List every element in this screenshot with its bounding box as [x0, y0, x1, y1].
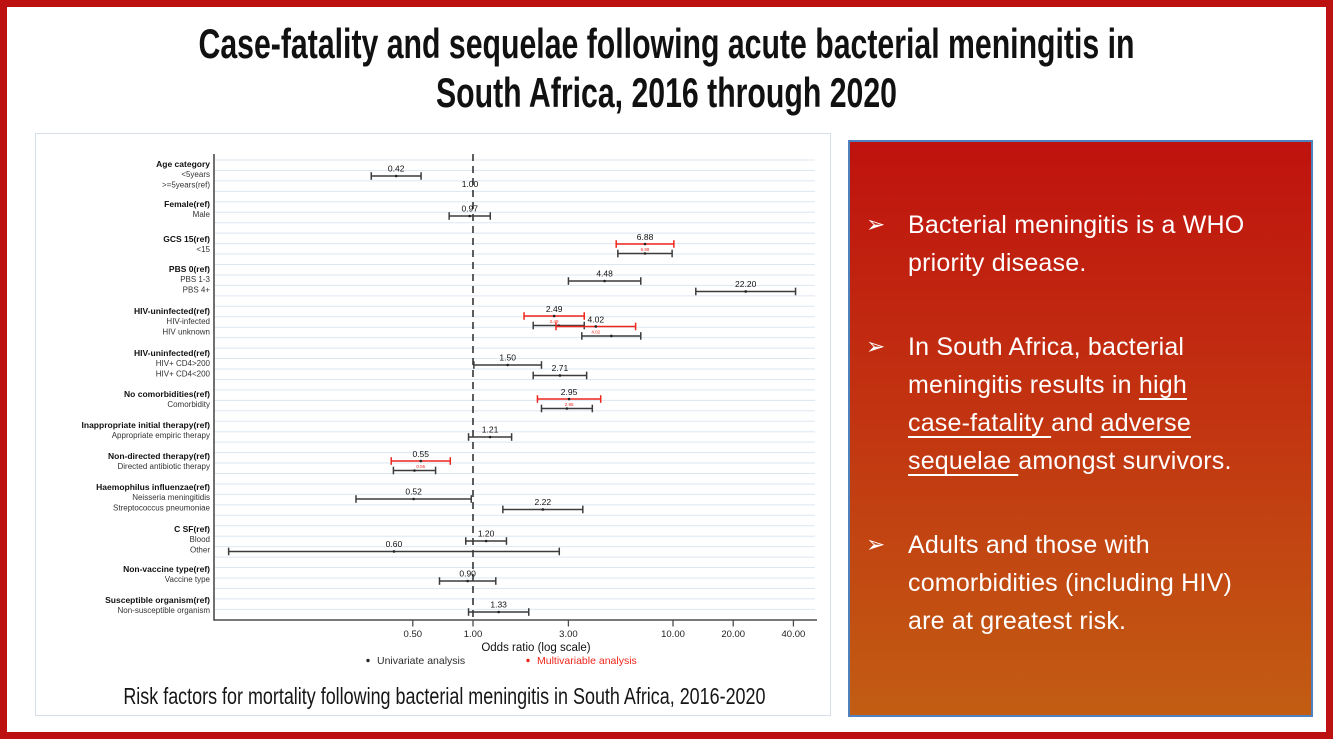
- svg-text:Female(ref): Female(ref): [164, 199, 210, 209]
- svg-text:0.42: 0.42: [388, 164, 405, 174]
- bullet-text: In South Africa, bacterial meningitis re…: [908, 333, 1232, 475]
- svg-text:Male: Male: [193, 210, 211, 219]
- svg-text:1.21: 1.21: [482, 425, 499, 435]
- figure-caption: Risk factors for mortality following bac…: [123, 683, 766, 709]
- svg-text:PBS 4+: PBS 4+: [183, 285, 211, 294]
- svg-text:2.95: 2.95: [561, 387, 578, 397]
- svg-text:HIV+ CD4>200: HIV+ CD4>200: [156, 359, 211, 368]
- svg-text:<5years: <5years: [181, 170, 210, 179]
- svg-text:2.49: 2.49: [550, 319, 559, 324]
- svg-text:<15: <15: [196, 245, 210, 254]
- page-title: Case-fatality and sequelae following acu…: [7, 19, 1326, 117]
- svg-text:4.02: 4.02: [588, 314, 605, 324]
- title-line-1: Case-fatality and sequelae following acu…: [198, 20, 1135, 67]
- svg-text:1.20: 1.20: [478, 529, 495, 539]
- svg-text:20.00: 20.00: [721, 629, 745, 640]
- svg-text:4.02: 4.02: [591, 329, 600, 334]
- forest-plot: 0.50 1.00 3.00 10.00 20.00 40.00 Odds ratio (l…: [82, 154, 817, 667]
- svg-text:0.50: 0.50: [404, 629, 423, 640]
- svg-text:HIV-uninfected(ref): HIV-uninfected(ref): [134, 348, 210, 358]
- svg-text:10.00: 10.00: [661, 629, 685, 640]
- svg-text:HIV-infected: HIV-infected: [166, 317, 210, 326]
- svg-text:1.33: 1.33: [490, 600, 507, 610]
- svg-text:0.55: 0.55: [412, 449, 429, 459]
- svg-text:4.48: 4.48: [596, 269, 613, 279]
- svg-text:0.97: 0.97: [461, 204, 478, 214]
- svg-text:0.90: 0.90: [459, 569, 476, 579]
- list-item: ➢ In South Africa, bacterial meningitis …: [866, 328, 1299, 480]
- svg-text:2.71: 2.71: [552, 363, 569, 373]
- svg-text:3.00: 3.00: [559, 629, 578, 640]
- svg-text:Vaccine type: Vaccine type: [165, 575, 211, 584]
- svg-text:40.00: 40.00: [782, 629, 806, 640]
- svg-text:0.60: 0.60: [386, 539, 403, 549]
- svg-text:Blood: Blood: [190, 535, 210, 544]
- key-points-panel: ➢ Bacterial meningitis is a WHO priority…: [848, 140, 1313, 717]
- bullet-text: Bacterial meningitis is a WHO priority d…: [908, 211, 1245, 277]
- svg-text:GCS 15(ref): GCS 15(ref): [163, 234, 210, 244]
- svg-text:Appropriate empiric therapy: Appropriate empiric therapy: [112, 431, 210, 440]
- svg-text:HIV+ CD4<200: HIV+ CD4<200: [156, 369, 211, 378]
- forest-plot-figure: 0.50 1.00 3.00 10.00 20.00 40.00 Odds ratio (l…: [35, 133, 831, 716]
- svg-text:Other: Other: [190, 545, 210, 554]
- svg-text:HIV-uninfected(ref): HIV-uninfected(ref): [134, 306, 210, 316]
- svg-text:1.50: 1.50: [499, 353, 516, 363]
- svg-text:PBS 0(ref): PBS 0(ref): [169, 264, 210, 274]
- bullet-text: Adults and those with comorbidities (inc…: [908, 531, 1232, 635]
- svg-text:1.00: 1.00: [464, 629, 483, 640]
- arrow-bullet-icon: ➢: [866, 211, 886, 237]
- svg-text:Haemophilus influenzae(ref): Haemophilus influenzae(ref): [96, 482, 210, 492]
- arrow-bullet-icon: ➢: [866, 333, 886, 359]
- svg-text:Inappropriate initial therapy(: Inappropriate initial therapy(ref): [82, 420, 211, 430]
- svg-text:Comorbidity: Comorbidity: [167, 400, 210, 409]
- svg-text:Non-directed therapy(ref): Non-directed therapy(ref): [108, 451, 210, 461]
- svg-text:2.49: 2.49: [546, 304, 563, 314]
- title-line-2: South Africa, 2016 through 2020: [435, 69, 898, 116]
- svg-text:Non-vaccine type(ref): Non-vaccine type(ref): [123, 564, 210, 574]
- svg-text:2.95: 2.95: [565, 402, 574, 407]
- svg-text:0.52: 0.52: [405, 487, 422, 497]
- svg-text:6.88: 6.88: [637, 232, 654, 242]
- svg-text:0.55: 0.55: [416, 464, 425, 469]
- svg-text:No comorbidities(ref): No comorbidities(ref): [124, 389, 210, 399]
- svg-text:HIV unknown: HIV unknown: [162, 327, 210, 336]
- svg-text:2.22: 2.22: [535, 497, 552, 507]
- svg-text:Streptococcus pneumoniae: Streptococcus pneumoniae: [113, 503, 211, 512]
- svg-text:22.20: 22.20: [735, 279, 757, 289]
- svg-text:Multivariable analysis: Multivariable analysis: [537, 655, 637, 667]
- svg-text:Directed antibiotic therapy: Directed antibiotic therapy: [118, 462, 211, 471]
- arrow-bullet-icon: ➢: [866, 531, 886, 557]
- svg-text:Susceptible organism(ref): Susceptible organism(ref): [105, 595, 210, 605]
- list-item: ➢ Bacterial meningitis is a WHO priority…: [866, 206, 1299, 282]
- list-item: ➢ Adults and those with comorbidities (i…: [866, 526, 1299, 640]
- svg-text:Univariate analysis: Univariate analysis: [377, 655, 465, 667]
- svg-text:6.88: 6.88: [641, 247, 650, 252]
- svg-text:Age category: Age category: [156, 159, 210, 169]
- svg-text:PBS 1-3: PBS 1-3: [180, 275, 210, 284]
- svg-text:Non-susceptible organism: Non-susceptible organism: [118, 606, 211, 615]
- svg-text:1.00: 1.00: [462, 179, 479, 189]
- svg-text:>=5years(ref): >=5years(ref): [162, 180, 210, 189]
- svg-text:Neisseria meningitidis: Neisseria meningitidis: [132, 493, 210, 502]
- svg-text:C SF(ref): C SF(ref): [174, 524, 210, 534]
- svg-text:Odds ratio (log scale): Odds ratio (log scale): [481, 642, 590, 654]
